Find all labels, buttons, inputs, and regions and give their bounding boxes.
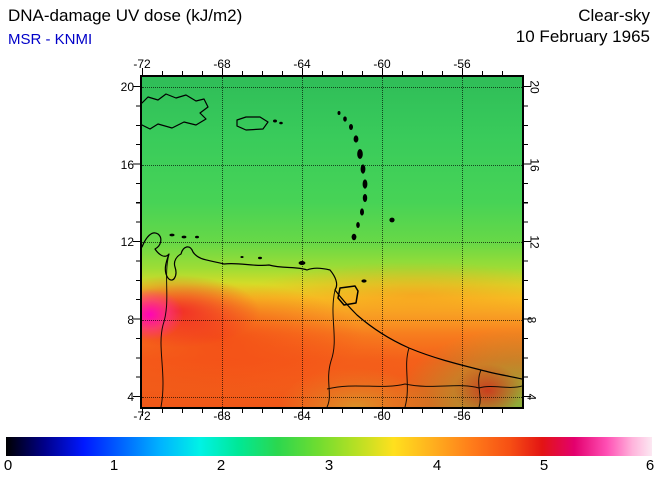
island [195,235,199,239]
y-axis-tick-label: 8 [524,316,539,323]
grid-line-horizontal [142,87,522,88]
grid-line-horizontal [142,242,522,243]
island [351,233,357,241]
grid-line-horizontal [142,319,522,321]
colorbar-tick-label: 5 [539,457,549,474]
border-colombia-venezuela [160,253,170,407]
x-axis-tick-label: -56 [453,409,471,423]
axis-ticks-left [133,77,140,407]
island [169,233,175,237]
island [362,194,368,202]
border-brazil-north [326,383,522,390]
island [298,261,306,265]
x-axis-tick-label: -72 [133,57,151,71]
island [343,116,347,122]
colorbar-tick-label: 6 [645,457,655,474]
island [181,235,187,239]
sky-condition-label: Clear-sky [578,6,650,25]
island [258,256,262,260]
border-venezuela-guyana [326,289,336,407]
y-axis-tick-label: 12 [527,235,542,249]
grid-line-horizontal [142,164,522,166]
island [273,119,277,123]
axis-ticks-bottom [142,409,522,416]
border-guyana-suriname [404,347,410,407]
y-axis-tick-label: 8 [127,312,134,327]
x-axis-tick-label: -68 [213,409,231,423]
island [360,164,366,174]
country-borders [160,253,522,407]
island [279,121,283,125]
hispaniola-coastline [142,93,209,130]
lesser-antilles-islands [169,111,395,283]
colorbar-tick-label: 0 [3,457,13,474]
y-axis-tick-label: 20 [527,80,542,94]
border-suriname-guiana [478,369,482,407]
x-axis-tick-label: -68 [213,57,231,71]
colorbar-tick-label: 3 [324,457,334,474]
date-label: 10 February 1965 [515,27,650,46]
x-axis-tick-label: -64 [293,57,311,71]
map-plot [133,68,531,416]
trinidad-coastline [337,285,359,306]
colorbar-tick-label: 4 [432,457,442,474]
axis-ticks-top [142,68,522,75]
coastlines-overlay [142,93,522,407]
y-axis-tick-label: 20 [120,80,134,94]
island [361,279,367,283]
y-axis-tick-label: 16 [120,157,134,172]
x-axis-tick-label: -72 [133,409,151,423]
puerto-rico-coastline [236,116,269,131]
axis-ticks-right [524,77,531,407]
grid-line-horizontal [142,397,522,398]
island [356,222,360,228]
colorbar [6,437,652,456]
island [389,217,395,223]
south-america-coastline [142,232,522,380]
x-axis-tick-label: -60 [373,409,391,423]
colorbar-tick-label: 1 [109,457,119,474]
island [357,149,363,159]
island [337,111,341,115]
island [362,179,368,189]
colorbar-tick-label: 2 [216,457,226,474]
x-axis-tick-label: -56 [453,57,471,71]
x-axis-tick-label: -64 [293,409,311,423]
y-axis-tick-label: 16 [527,157,542,172]
y-axis-tick-label: 4 [127,390,134,404]
island [240,256,244,258]
island [349,124,353,130]
island [360,208,364,216]
y-axis-tick-label: 4 [524,393,539,401]
y-axis-tick-label: 12 [120,235,134,249]
page-title: DNA-damage UV dose (kJ/m2) [8,6,243,25]
island [353,135,359,143]
x-axis-tick-label: -60 [373,57,391,71]
source-label: MSR - KNMI [8,31,93,48]
